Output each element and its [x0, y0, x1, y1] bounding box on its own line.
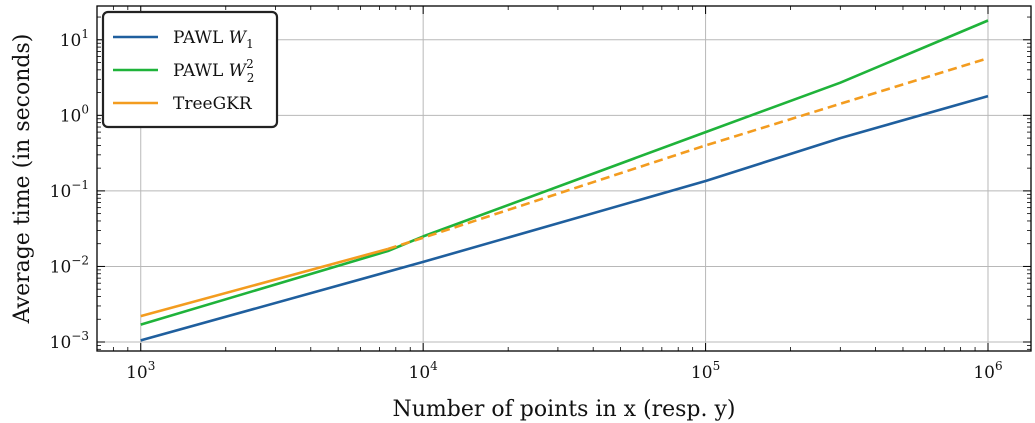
- x-tick-label: 105: [691, 359, 720, 383]
- y-tick-label: 10−1: [50, 178, 89, 202]
- y-tick-label: 101: [60, 27, 89, 51]
- plot-area-frame: [96, 5, 1032, 352]
- legend-label: PAWL W1: [173, 28, 254, 51]
- x-tick-label: 104: [409, 359, 439, 383]
- series-line-2-0: [140, 247, 389, 318]
- legend-label: PAWL W2 2: [173, 57, 254, 85]
- legend-box: [101, 10, 279, 129]
- x-tick-label: 103: [126, 359, 155, 383]
- x-tick-label: 106: [973, 359, 1002, 383]
- y-tick-label: 10−3: [50, 329, 89, 353]
- y-tick-label: 10−2: [50, 253, 89, 277]
- axis-ticks: [97, 6, 1031, 351]
- legend-label: TreeGKR: [173, 94, 253, 114]
- series-line-0-0: [140, 94, 989, 342]
- legend: PAWL W1 PAWL W2 2 TreeGKR: [101, 10, 279, 129]
- y-axis-label: Average time (in seconds): [10, 34, 35, 325]
- series-line-2-1: [387, 56, 989, 251]
- series-line-1-0: [140, 19, 989, 326]
- tick-labels: 103 104 105 106 10−3 10−2 10−1 100 101: [50, 27, 1003, 383]
- x-axis-label: Number of points in x (resp. y): [392, 397, 735, 422]
- y-tick-label: 100: [60, 102, 89, 126]
- series-lines: [140, 19, 989, 342]
